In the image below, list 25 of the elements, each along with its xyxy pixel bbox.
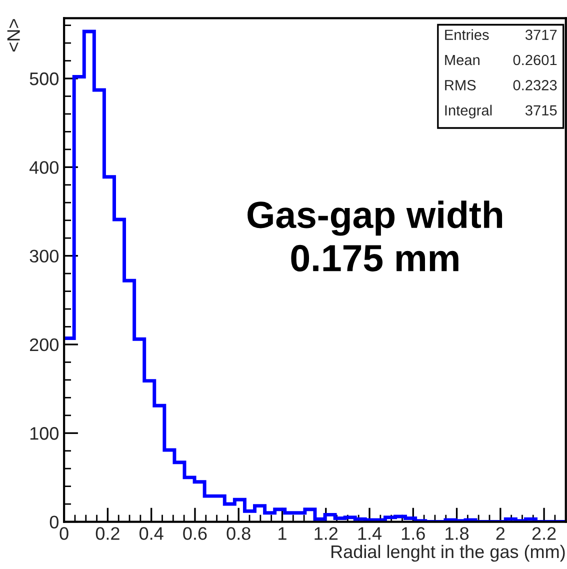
x-tick-label: 1.6 [402,527,425,540]
x-tick-label: 0 [60,527,68,540]
text: Mean 0.2601 [445,54,557,66]
x-tick-label: 1.2 [314,527,338,540]
y-tick-label: 300 [30,250,59,263]
x-tick-label: 2.2 [532,527,556,540]
y-tick-label: 0 [50,516,59,528]
y-tick-label: 100 [30,427,59,440]
x-tick-label: 0.8 [226,527,250,540]
y-tick-label: 200 [30,338,59,352]
x-tick-label: 1.8 [446,527,469,540]
x-tick-label: 0.6 [183,527,207,540]
y-tick-label: 500 [30,72,59,86]
y-tick-label: 400 [30,161,59,174]
text: Entries 3717 [445,29,557,40]
x-tick-label: 2 [496,527,505,540]
text: Integral 3715 [445,104,557,118]
y-axis-title: <N> [7,19,20,52]
x-tick-label: 1 [278,527,286,540]
x-tick-label: 0.4 [139,527,164,540]
text: RMS 0.2323 [445,80,557,90]
x-axis-title: Radial lenght in the gas (mm) [332,544,565,562]
annotation: Gas-gap width 0.175 mm [248,200,502,272]
x-tick-label: 0.2 [96,527,120,540]
x-tick-label: 1.4 [358,527,382,540]
